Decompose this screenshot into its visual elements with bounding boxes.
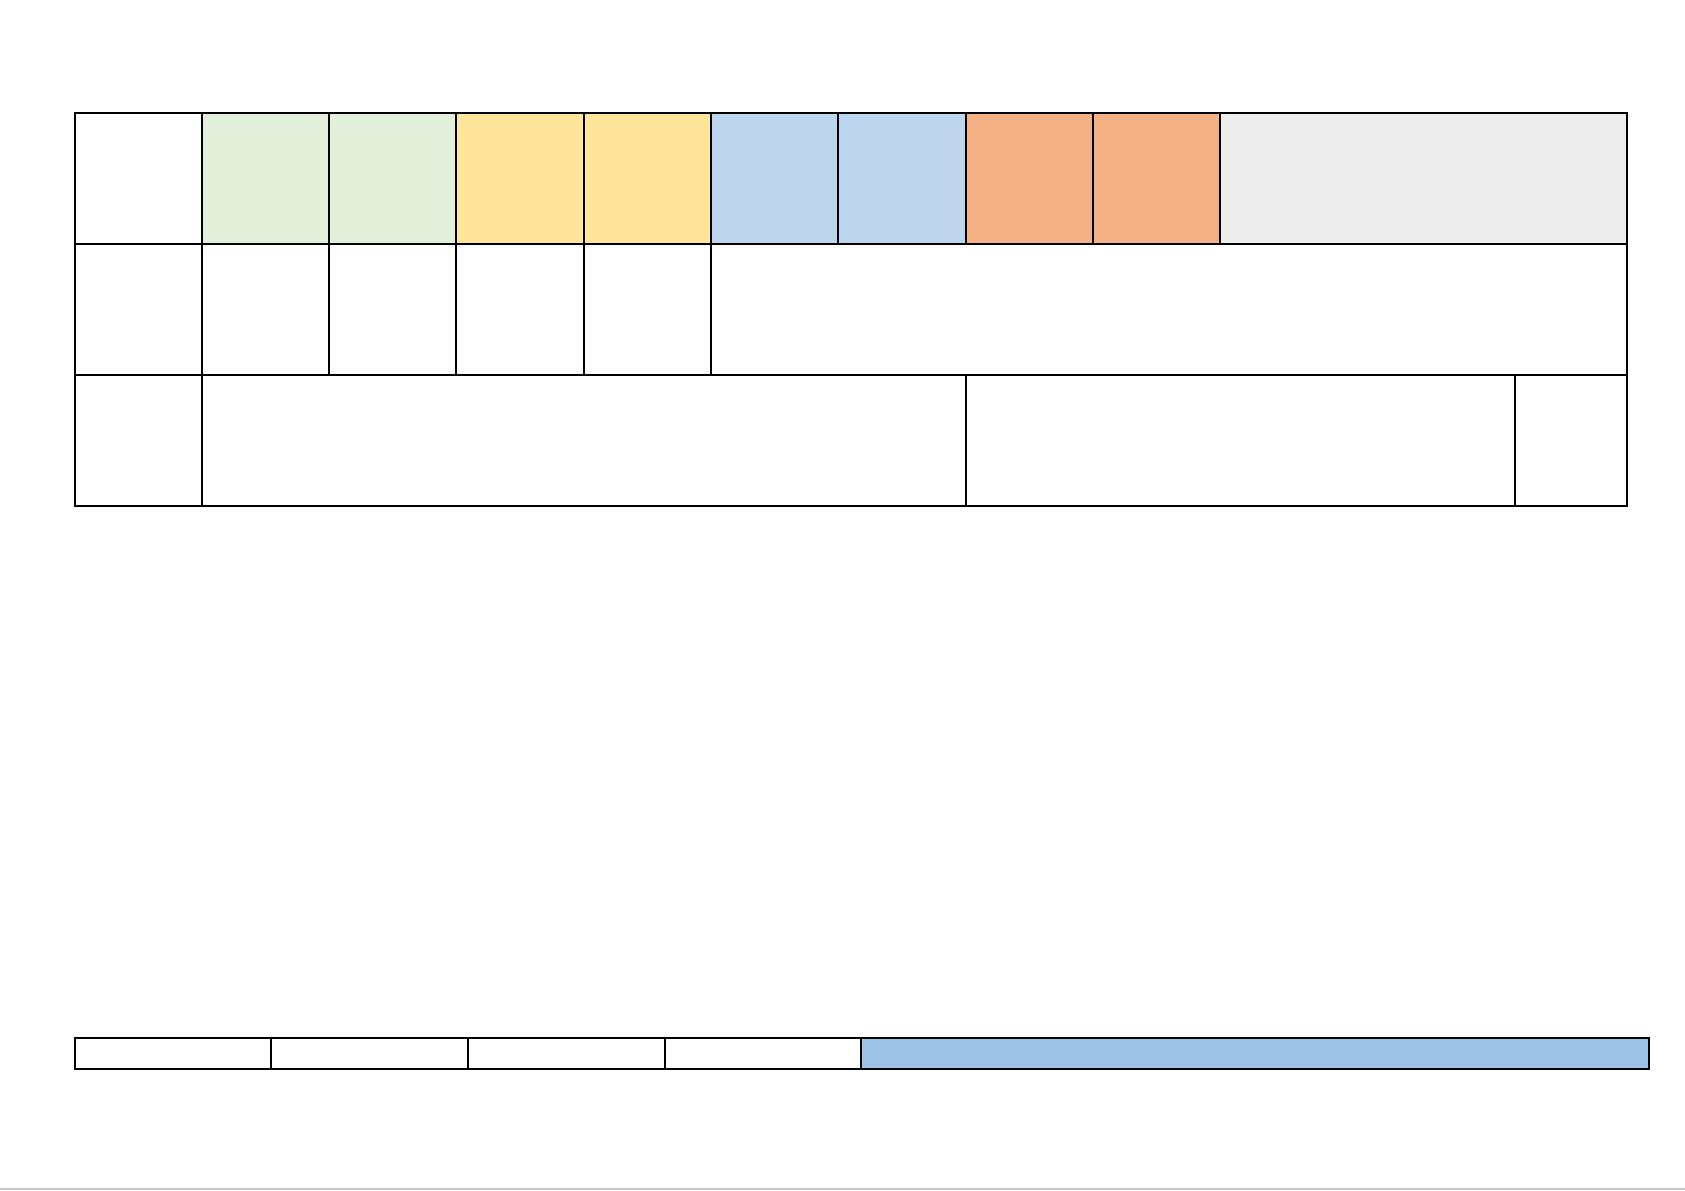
row1-blue-cell-a xyxy=(710,112,839,245)
strip-cell-2 xyxy=(270,1037,469,1070)
row2-label-cell xyxy=(74,243,203,376)
strip-cell-1 xyxy=(74,1037,272,1070)
row1-label-cell xyxy=(74,112,203,245)
bottom-strip-table xyxy=(74,1037,1650,1070)
strip-cell-4 xyxy=(664,1037,862,1070)
row2-cell-d xyxy=(583,243,712,376)
row1-orange-cell-a xyxy=(965,112,1094,245)
row2-cell-a xyxy=(201,243,330,376)
row3-label-cell xyxy=(74,374,203,507)
row1-yellow-cell-a xyxy=(455,112,585,245)
row2-wide-cell xyxy=(709,243,1629,376)
strip-cell-blue xyxy=(860,1037,1650,1070)
strip-row xyxy=(74,1037,1650,1070)
page-bottom-divider xyxy=(0,1188,1685,1190)
row1-orange-cell-b xyxy=(1092,112,1221,245)
row3-wide-cell xyxy=(201,374,967,507)
row1-gray-cell xyxy=(1218,112,1629,245)
row1-yellow-cell-b xyxy=(583,112,712,245)
layout-grid-table xyxy=(74,112,1629,507)
row3-narrow-cell xyxy=(1513,374,1629,507)
strip-cell-3 xyxy=(467,1037,666,1070)
row3-medium-cell xyxy=(965,374,1516,507)
row1-blue-cell-b xyxy=(837,112,967,245)
row2-cell-b xyxy=(328,243,457,376)
grid-row-1 xyxy=(74,112,1629,245)
row1-green-cell-b xyxy=(328,112,457,245)
grid-row-2 xyxy=(74,243,1629,376)
row1-green-cell-a xyxy=(201,112,330,245)
grid-row-3 xyxy=(74,374,1629,507)
row2-cell-c xyxy=(455,243,585,376)
